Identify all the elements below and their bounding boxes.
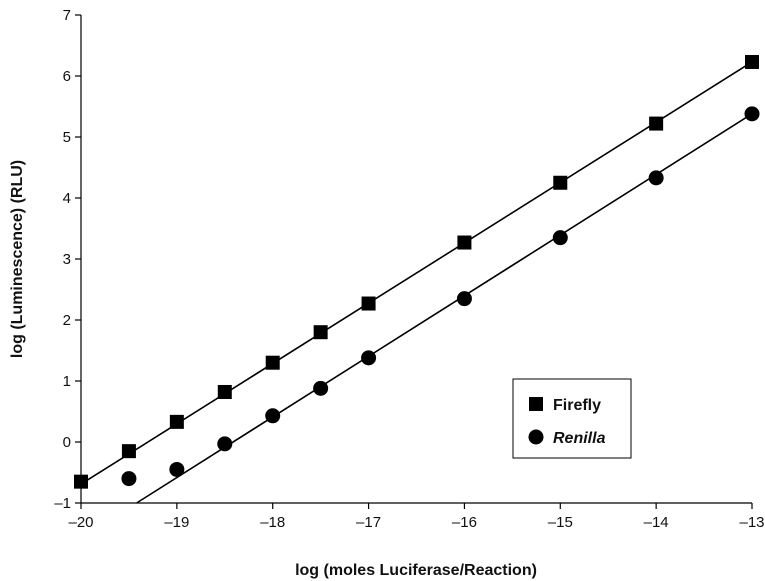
x-ticks: –20 –19 –18 –17 –16 –15 –14 –13 <box>68 503 765 531</box>
renilla-point <box>648 170 664 186</box>
x-tick-label: –19 <box>164 514 189 531</box>
y-tick-label: 1 <box>63 373 71 390</box>
renilla-point <box>361 350 377 366</box>
y-ticks: –1 0 1 2 3 4 5 6 7 <box>54 7 81 512</box>
firefly-point <box>361 296 376 311</box>
legend-box <box>512 378 632 459</box>
renilla-point <box>744 106 760 122</box>
x-tick-label: –17 <box>356 514 381 531</box>
renilla-point <box>121 471 137 487</box>
firefly-point <box>121 444 136 459</box>
legend-renilla-marker <box>528 429 544 445</box>
firefly-point <box>74 474 88 489</box>
y-tick-label: 4 <box>63 190 71 207</box>
firefly-point <box>649 116 664 131</box>
legend-renilla-label: Renilla <box>553 430 606 447</box>
y-axis-label: log (Luminescence) (RLU) <box>9 160 26 358</box>
legend-firefly-marker <box>529 397 543 411</box>
y-tick-label: 2 <box>63 312 71 329</box>
x-axis-label: log (moles Luciferase/Reaction) <box>295 562 537 579</box>
renilla-point <box>169 461 185 477</box>
firefly-point <box>217 384 232 399</box>
x-tick-label: –13 <box>739 514 764 531</box>
firefly-point <box>457 235 472 250</box>
x-tick-label: –20 <box>68 514 93 531</box>
firefly-point <box>553 175 568 190</box>
x-tick-label: –15 <box>548 514 573 531</box>
firefly-fit-line <box>80 61 753 485</box>
y-tick-label: 6 <box>63 68 71 85</box>
firefly-point <box>265 355 280 370</box>
y-tick-label: 5 <box>63 129 71 146</box>
renilla-point <box>552 230 568 246</box>
legend-firefly-label: Firefly <box>553 397 601 414</box>
plot-area: –20 –19 –18 –17 –16 –15 –14 –13 –1 0 1 2 3 4 5 6 7 <box>54 7 764 531</box>
y-tick-label: –1 <box>54 495 71 512</box>
y-tick-label: 0 <box>63 434 71 451</box>
firefly-point <box>169 414 184 429</box>
y-tick-label: 7 <box>63 7 71 24</box>
x-tick-label: –16 <box>452 514 477 531</box>
x-tick-label: –14 <box>644 514 669 531</box>
renilla-point <box>313 380 329 396</box>
x-tick-label: –18 <box>260 514 285 531</box>
renilla-point <box>217 436 233 452</box>
y-tick-label: 3 <box>63 251 71 268</box>
renilla-point <box>456 291 472 307</box>
legend: Firefly Renilla <box>512 378 632 459</box>
firefly-point <box>745 54 759 69</box>
data-markers <box>74 54 760 489</box>
firefly-point <box>313 325 328 340</box>
renilla-point <box>265 408 281 424</box>
